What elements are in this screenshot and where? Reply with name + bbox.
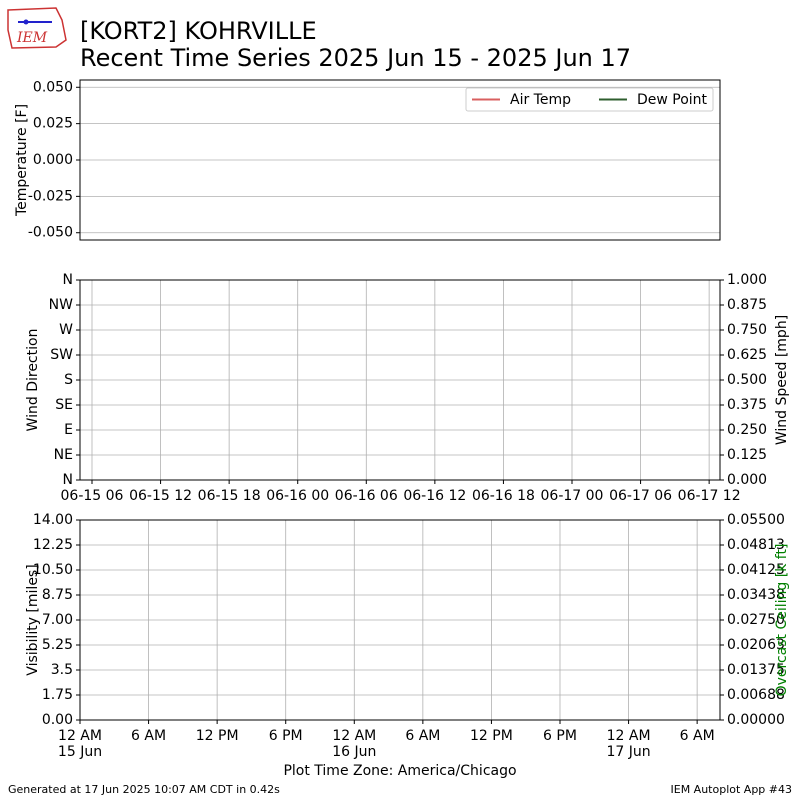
x-tick-label: 6 PM xyxy=(543,728,577,744)
x-axis-label: Plot Time Zone: America/Chicago xyxy=(283,763,516,779)
plot-frame xyxy=(79,279,721,481)
y-tick-label: -0.025 xyxy=(28,188,73,204)
y-axis-label: Temperature [F] xyxy=(14,104,30,217)
logo: IEM xyxy=(7,7,67,49)
y2-tick-label: 0.02063 xyxy=(727,637,785,653)
y-tick-label: NE xyxy=(54,447,73,463)
x-tick-label: 06-17 12 xyxy=(677,488,741,504)
y2-tick-label: 0.000 xyxy=(727,472,767,488)
y-tick-label: 5.25 xyxy=(42,637,73,653)
x-tick-label: 06-16 12 xyxy=(403,488,467,504)
x-tick-label: 06-17 00 xyxy=(540,488,604,504)
y2-tick-label: 1.000 xyxy=(727,272,767,288)
x-tick-label: 12 AM 17 Jun xyxy=(606,728,651,760)
y-axis-label: Wind Direction xyxy=(25,329,41,432)
y-tick-label: 0.025 xyxy=(33,116,73,132)
y-tick-label: 7.00 xyxy=(42,612,73,628)
y2-tick-label: 0.125 xyxy=(727,447,767,463)
y2-tick-label: 0.05500 xyxy=(727,512,785,528)
footer-right: IEM Autoplot App #43 xyxy=(671,783,793,796)
y-tick-label: 3.5 xyxy=(51,662,73,678)
legend-label: Dew Point xyxy=(637,92,708,108)
footer-left: Generated at 17 Jun 2025 10:07 AM CDT in… xyxy=(8,783,280,796)
x-tick-label: 06-15 12 xyxy=(129,488,193,504)
x-tick-label: 06-16 06 xyxy=(334,488,398,504)
logo-text: IEM xyxy=(16,30,48,46)
y-tick-label: E xyxy=(64,422,73,438)
x-tick-label: 12 PM xyxy=(195,728,239,744)
y-tick-label: 0.050 xyxy=(33,79,73,95)
y-tick-label: N xyxy=(63,472,73,488)
y-tick-label: S xyxy=(64,372,73,388)
x-tick-label: 12 AM 15 Jun xyxy=(57,728,103,760)
y2-tick-label: 0.625 xyxy=(727,347,767,363)
y-tick-label: 10.50 xyxy=(33,562,73,578)
y2-axis-label: Overcast Ceiling [k ft] xyxy=(774,544,790,697)
y-tick-label: 0.000 xyxy=(33,152,73,168)
y2-tick-label: 0.750 xyxy=(727,322,767,338)
y2-tick-label: 0.875 xyxy=(727,297,767,313)
x-tick-label: 12 PM xyxy=(470,728,513,744)
x-tick-label: 6 AM xyxy=(131,728,167,744)
x-tick-label: 06-16 00 xyxy=(266,488,330,504)
x-tick-label: 06-15 06 xyxy=(60,488,124,504)
y2-tick-label: 0.04813 xyxy=(727,537,785,553)
y-tick-label: 14.00 xyxy=(33,512,73,528)
subtitle: Recent Time Series 2025 Jun 15 - 2025 Ju… xyxy=(80,44,631,72)
x-tick-label: 06-17 06 xyxy=(609,488,673,504)
y2-tick-label: 0.02750 xyxy=(727,612,785,628)
x-tick-label: 06-16 18 xyxy=(471,488,535,504)
y-tick-label: NW xyxy=(49,297,73,313)
y-axis-label: Visibility [miles] xyxy=(25,564,41,675)
plot-frame xyxy=(79,519,721,721)
title: [KORT2] KOHRVILLE xyxy=(80,17,317,45)
x-tick-label: 06-15 18 xyxy=(197,488,261,504)
y-tick-label: 8.75 xyxy=(42,587,73,603)
legend-label: Air Temp xyxy=(510,92,571,108)
x-tick-label: 6 PM xyxy=(268,728,303,744)
y-tick-label: -0.050 xyxy=(28,225,73,241)
y-tick-label: N xyxy=(63,272,73,288)
y-tick-label: SE xyxy=(55,397,73,413)
y2-tick-label: 0.500 xyxy=(727,372,767,388)
y-tick-label: 0.00 xyxy=(42,712,73,728)
y2-tick-label: 0.01375 xyxy=(727,662,785,678)
y2-axis-label: Wind Speed [mph] xyxy=(774,315,790,445)
y2-tick-label: 0.03438 xyxy=(727,587,785,603)
y2-tick-label: 0.00688 xyxy=(727,687,785,703)
x-tick-label: 6 AM xyxy=(679,728,715,744)
x-tick-label: 6 AM xyxy=(405,728,441,744)
legend-box xyxy=(465,87,714,112)
y2-tick-label: 0.250 xyxy=(727,422,767,438)
y2-tick-label: 0.04125 xyxy=(727,562,785,578)
y-tick-label: W xyxy=(59,322,73,338)
x-tick-label: 12 AM 16 Jun xyxy=(332,728,377,760)
y-tick-label: 12.25 xyxy=(33,537,73,553)
plot-frame xyxy=(79,79,721,241)
y-tick-label: 1.75 xyxy=(42,687,73,703)
y2-tick-label: 0.375 xyxy=(727,397,767,413)
y2-tick-label: 0.00000 xyxy=(727,712,785,728)
y-tick-label: SW xyxy=(50,347,73,363)
